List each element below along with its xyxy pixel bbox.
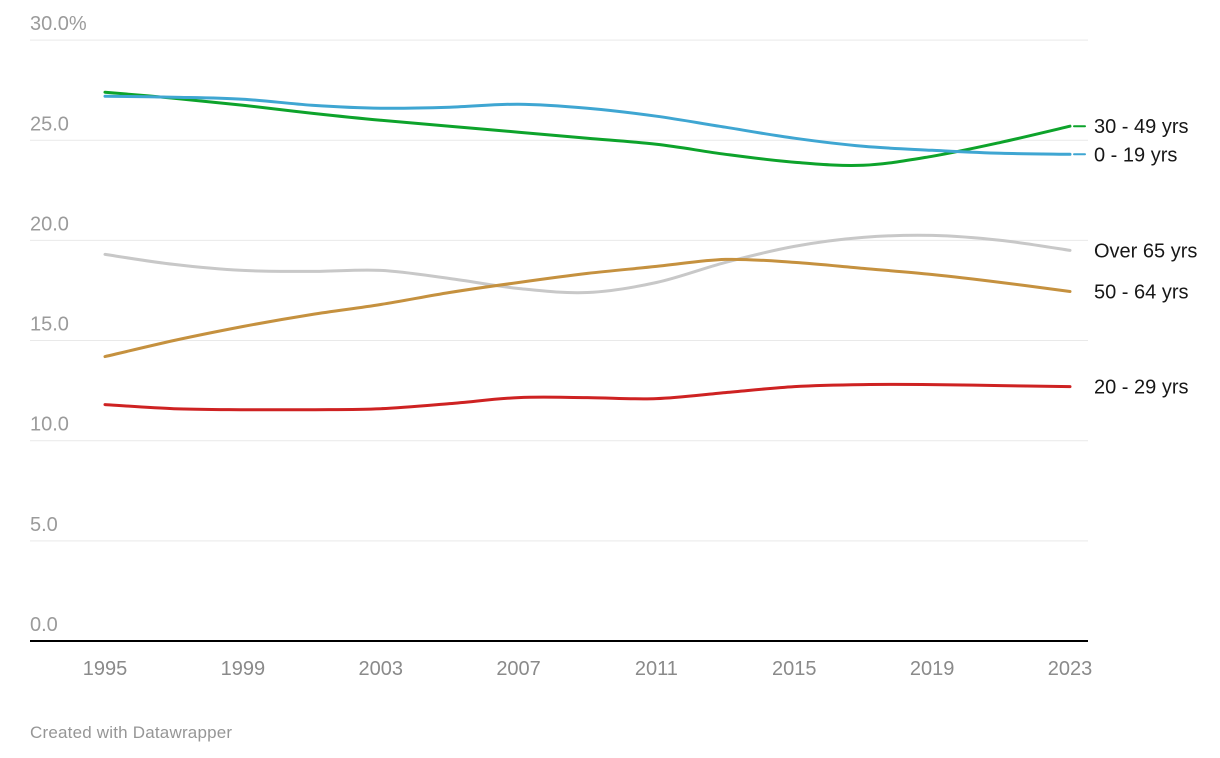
series-line-Over65yrs: [103, 233, 1072, 295]
datawrapper-credit: Created with Datawrapper: [30, 723, 233, 742]
series-line-0-19yrs: [103, 94, 1072, 156]
y-axis-tick-label: 15.0: [30, 314, 69, 336]
x-axis-tick-label: 2015: [772, 658, 817, 680]
x-axis-tick-label: 2019: [910, 658, 955, 680]
y-axis-tick-label: 10.0: [30, 414, 69, 436]
x-axis-tick-label: 1995: [83, 658, 128, 680]
x-axis-tick-label: 1999: [221, 658, 266, 680]
series-line-30-49yrs: [103, 90, 1072, 168]
series-line-20-29yrs: [103, 382, 1072, 412]
series-direct-label: 0 - 19 yrs: [1094, 144, 1177, 166]
series-direct-label: 30 - 49 yrs: [1094, 116, 1188, 138]
series-direct-label: 20 - 29 yrs: [1094, 377, 1188, 399]
y-axis-tick-label: 25.0: [30, 113, 69, 135]
y-axis-tick-label: 5.0: [30, 514, 58, 536]
series-line-50-64yrs: [103, 257, 1072, 359]
x-axis-tick-label: 2007: [496, 658, 541, 680]
series-direct-label: 50 - 64 yrs: [1094, 281, 1188, 303]
x-axis-tick-label: 2003: [358, 658, 403, 680]
series-direct-label: Over 65 yrs: [1094, 240, 1197, 262]
x-axis-tick-label: 2023: [1048, 658, 1093, 680]
x-axis-tick-label: 2011: [635, 658, 678, 680]
y-axis-tick-label: 30.0%: [30, 13, 87, 35]
y-axis-tick-label: 0.0: [30, 614, 58, 636]
y-axis-tick-label: 20.0: [30, 213, 69, 235]
